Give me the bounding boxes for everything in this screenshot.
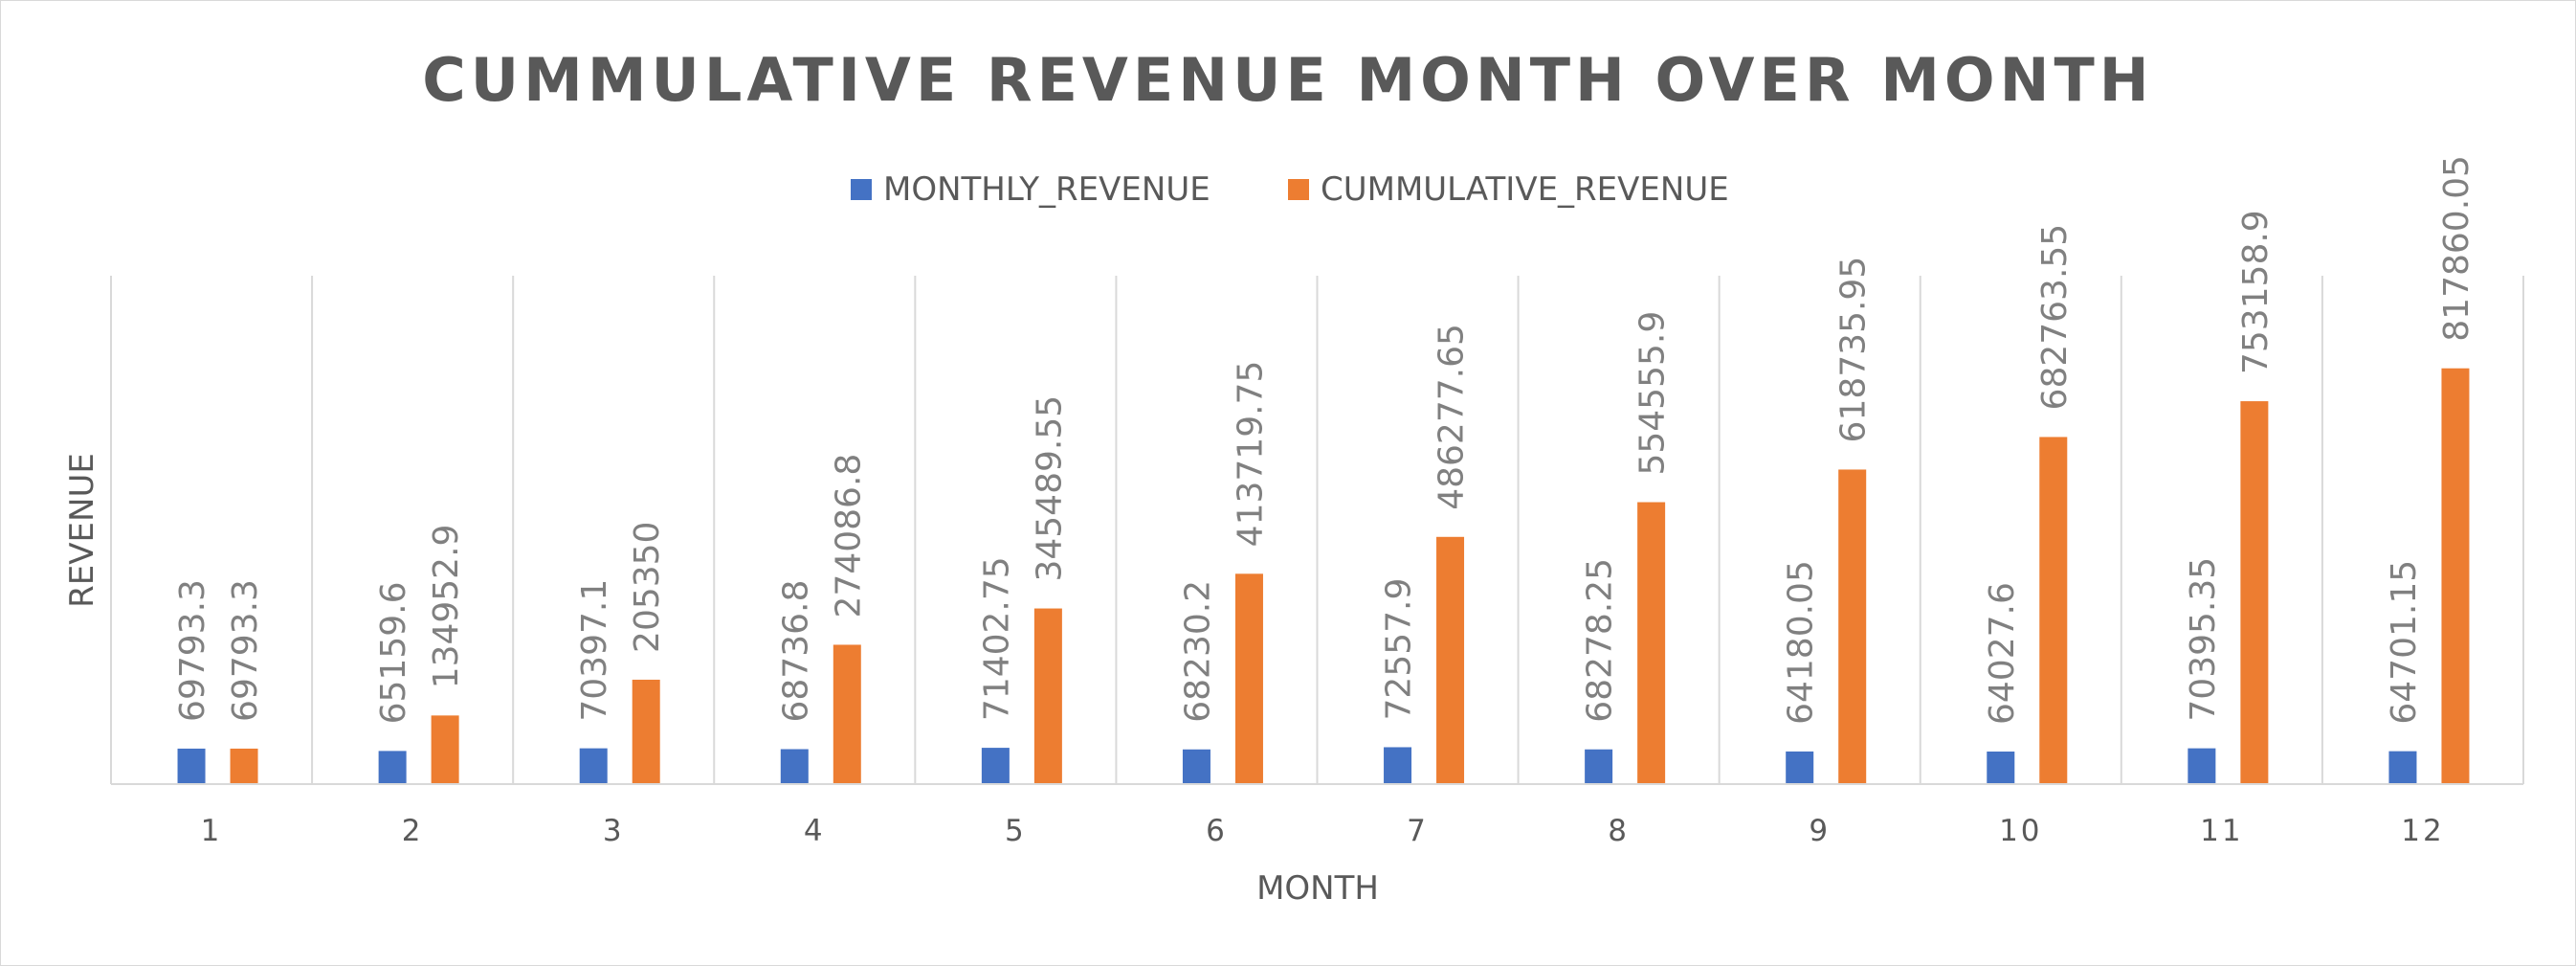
data-label-cummulative-revenue: 413719.75 [1231, 361, 1270, 548]
bar-cummulative-revenue [1637, 502, 1666, 784]
bar-cummulative-revenue [2240, 401, 2269, 784]
x-tick-label: 12 [2401, 814, 2444, 848]
chart-legend: MONTHLY_REVENUE CUMMULATIVE_REVENUE [851, 170, 1729, 209]
bar-cummulative-revenue [632, 679, 660, 784]
data-label-monthly-revenue: 68278.25 [1581, 558, 1620, 723]
data-label-monthly-revenue: 68230.2 [1178, 580, 1217, 723]
x-axis-ticks: 1 2 3 4 5 6 7 8 9 10 11 12 [201, 814, 2444, 848]
x-tick-label: 3 [603, 814, 625, 848]
bar-cummulative-revenue [230, 748, 258, 784]
legend-swatch-monthly-revenue [851, 179, 872, 200]
bar-monthly-revenue [780, 749, 809, 784]
data-label-monthly-revenue: 64180.05 [1782, 560, 1821, 725]
x-tick-label: 10 [1999, 814, 2042, 848]
x-tick-label: 4 [804, 814, 826, 848]
legend-label-monthly-revenue: MONTHLY_REVENUE [883, 170, 1210, 209]
x-tick-label: 2 [402, 814, 424, 848]
data-label-cummulative-revenue: 554555.9 [1633, 311, 1673, 476]
data-label-cummulative-revenue: 486277.65 [1432, 324, 1472, 510]
data-label-monthly-revenue: 65159.6 [374, 582, 413, 725]
x-axis-title: MONTH [1256, 869, 1379, 908]
bar-monthly-revenue [1585, 749, 1613, 784]
bar-monthly-revenue [1182, 749, 1210, 784]
bar-cummulative-revenue [833, 644, 861, 784]
bar-monthly-revenue [981, 748, 1010, 784]
x-tick-label: 8 [1608, 814, 1630, 848]
data-label-cummulative-revenue: 682763.55 [2035, 224, 2075, 411]
data-labels: 69793.3 69793.3 65159.6 134952.9 70397.1 2053… [173, 155, 2476, 725]
data-label-monthly-revenue: 69793.3 [173, 579, 212, 722]
bar-cummulative-revenue [1436, 536, 1465, 784]
bar-monthly-revenue [1384, 747, 1412, 784]
bar-cummulative-revenue [2441, 368, 2470, 784]
data-label-cummulative-revenue: 134952.9 [427, 525, 466, 689]
data-label-cummulative-revenue: 274086.8 [829, 454, 868, 618]
bar-monthly-revenue [2388, 751, 2417, 784]
data-label-monthly-revenue: 68736.8 [776, 580, 815, 723]
data-label-cummulative-revenue: 817860.05 [2437, 155, 2476, 342]
x-tick-label: 11 [2200, 814, 2243, 848]
x-tick-label: 7 [1407, 814, 1429, 848]
grid-lines [110, 276, 2524, 784]
bar-monthly-revenue [1987, 752, 2015, 784]
bars [177, 368, 2470, 784]
bar-monthly-revenue [177, 748, 206, 784]
data-label-monthly-revenue: 72557.9 [1380, 578, 1419, 721]
data-label-monthly-revenue: 70395.35 [2184, 557, 2223, 722]
legend-swatch-cummulative-revenue [1288, 179, 1309, 200]
legend-label-cummulative-revenue: CUMMULATIVE_REVENUE [1321, 170, 1729, 209]
data-label-monthly-revenue: 64701.15 [2385, 560, 2424, 725]
bar-monthly-revenue [579, 748, 608, 784]
x-tick-label: 6 [1206, 814, 1228, 848]
bar-cummulative-revenue [1234, 573, 1263, 784]
data-label-monthly-revenue: 70397.1 [575, 579, 614, 722]
data-label-cummulative-revenue: 618735.95 [1834, 257, 1874, 443]
data-label-cummulative-revenue: 69793.3 [226, 579, 265, 722]
data-label-monthly-revenue: 71402.75 [977, 556, 1016, 721]
bar-cummulative-revenue [2039, 437, 2068, 784]
data-label-monthly-revenue: 64027.6 [1983, 582, 2022, 725]
data-label-cummulative-revenue: 205350 [628, 522, 667, 653]
x-tick-label: 1 [201, 814, 223, 848]
y-axis-title: REVENUE [63, 453, 101, 608]
bar-cummulative-revenue [431, 715, 459, 784]
x-tick-label: 9 [1809, 814, 1831, 848]
chart-title: CUMMULATIVE REVENUE MONTH OVER MONTH [422, 45, 2153, 115]
bar-monthly-revenue [1786, 751, 1814, 784]
bar-monthly-revenue [2187, 748, 2216, 784]
data-label-cummulative-revenue: 345489.55 [1030, 395, 1069, 582]
bar-cummulative-revenue [1033, 608, 1062, 784]
bar-cummulative-revenue [1838, 469, 1867, 784]
bar-monthly-revenue [378, 751, 407, 784]
data-label-cummulative-revenue: 753158.9 [2236, 210, 2276, 374]
x-tick-label: 5 [1005, 814, 1027, 848]
